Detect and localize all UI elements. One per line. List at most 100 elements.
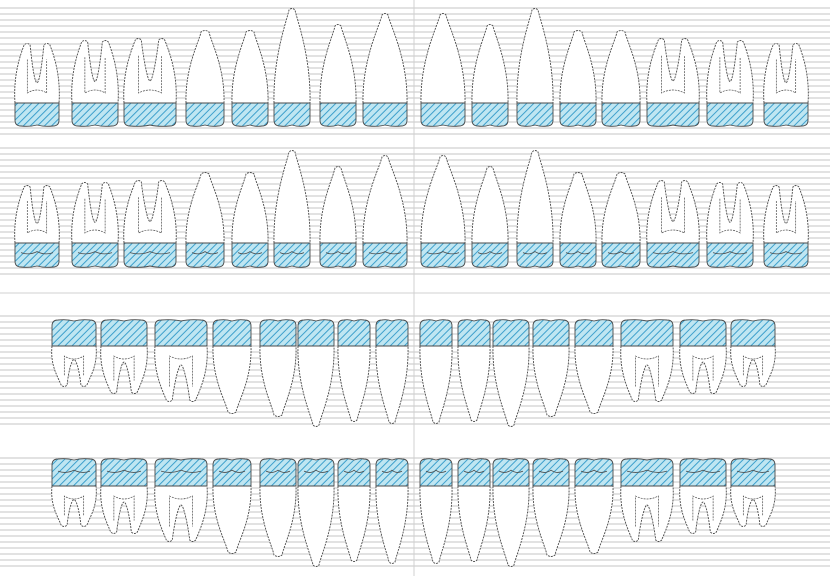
- occlusal-groove: [769, 251, 803, 255]
- tooth-crown: [516, 102, 554, 127]
- tooth-root: [71, 40, 119, 104]
- tooth-canine[interactable]: [516, 150, 554, 268]
- tooth-molar1[interactable]: [154, 458, 208, 542]
- tooth-premolar1[interactable]: [259, 458, 297, 557]
- tooth-root: [154, 345, 208, 402]
- tooth-root: [123, 38, 177, 104]
- tooth-molar3[interactable]: [763, 185, 809, 268]
- tooth-root: [532, 485, 570, 557]
- occlusal-groove: [607, 251, 635, 255]
- tooth-canine[interactable]: [492, 319, 530, 427]
- tooth-molar1[interactable]: [646, 38, 700, 127]
- occlusal-groove: [477, 251, 503, 255]
- tooth-incisor-lateral[interactable]: [471, 166, 509, 268]
- tooth-root: [420, 155, 466, 244]
- tooth-premolar2[interactable]: [185, 30, 225, 127]
- tooth-incisor-lateral[interactable]: [457, 458, 491, 562]
- tooth-incisor-central[interactable]: [420, 13, 466, 127]
- tooth-canine[interactable]: [516, 8, 554, 127]
- tooth-molar2[interactable]: [100, 458, 148, 534]
- tooth-incisor-central[interactable]: [419, 319, 453, 424]
- tooth-premolar1[interactable]: [231, 30, 269, 127]
- tooth-premolar1[interactable]: [231, 172, 269, 268]
- tooth-molar1[interactable]: [620, 458, 674, 542]
- tooth-root: [297, 485, 335, 567]
- tooth-canine[interactable]: [297, 458, 335, 567]
- tooth-molar3[interactable]: [730, 458, 776, 527]
- tooth-crown: [646, 242, 700, 268]
- tooth-molar3[interactable]: [14, 185, 60, 268]
- tooth-pulp: [692, 495, 714, 521]
- tooth-premolar2[interactable]: [601, 172, 641, 268]
- tooth-molar2[interactable]: [100, 319, 148, 394]
- tooth-canine[interactable]: [273, 150, 311, 268]
- tooth-crown: [419, 319, 453, 347]
- tooth-molar1[interactable]: [154, 319, 208, 402]
- tooth-crown: [532, 458, 570, 487]
- tooth-root: [212, 345, 252, 414]
- tooth-root: [185, 172, 225, 244]
- tooth-premolar2[interactable]: [574, 458, 614, 554]
- tooth-incisor-central[interactable]: [362, 13, 408, 127]
- tooth-root: [763, 185, 809, 244]
- tooth-row-upper-buccal: [14, 8, 809, 127]
- tooth-incisor-lateral[interactable]: [337, 458, 371, 562]
- tooth-molar3[interactable]: [51, 319, 97, 387]
- tooth-molar2[interactable]: [71, 40, 119, 127]
- tooth-incisor-lateral[interactable]: [471, 24, 509, 127]
- tooth-molar3[interactable]: [14, 43, 60, 127]
- tooth-canine[interactable]: [273, 8, 311, 127]
- tooth-premolar1[interactable]: [259, 319, 297, 417]
- tooth-root: [362, 155, 408, 244]
- tooth-incisor-central[interactable]: [420, 155, 466, 268]
- tooth-molar3[interactable]: [763, 43, 809, 127]
- tooth-premolar2[interactable]: [601, 30, 641, 127]
- tooth-crown: [273, 102, 311, 127]
- occlusal-groove: [303, 469, 329, 473]
- tooth-incisor-central[interactable]: [362, 155, 408, 268]
- tooth-root: [14, 43, 60, 104]
- tooth-root: [231, 30, 269, 104]
- tooth-premolar2[interactable]: [574, 319, 614, 414]
- tooth-incisor-lateral[interactable]: [319, 166, 357, 268]
- tooth-premolar1[interactable]: [559, 30, 597, 127]
- tooth-molar3[interactable]: [730, 319, 776, 387]
- tooth-root: [706, 40, 754, 104]
- tooth-root: [212, 485, 252, 554]
- tooth-premolar1[interactable]: [532, 458, 570, 557]
- tooth-molar1[interactable]: [123, 180, 177, 268]
- tooth-root: [532, 345, 570, 417]
- tooth-molar1[interactable]: [646, 180, 700, 268]
- tooth-row-lower-buccal: [51, 458, 776, 567]
- tooth-incisor-central[interactable]: [419, 458, 453, 564]
- tooth-crown: [319, 102, 357, 127]
- tooth-molar1[interactable]: [620, 319, 674, 402]
- tooth-molar2[interactable]: [71, 182, 119, 268]
- tooth-canine[interactable]: [492, 458, 530, 567]
- tooth-molar2[interactable]: [706, 40, 754, 127]
- tooth-incisor-central[interactable]: [375, 319, 409, 424]
- tooth-crown: [231, 242, 269, 268]
- tooth-pulp: [775, 201, 797, 234]
- tooth-incisor-lateral[interactable]: [337, 319, 371, 422]
- tooth-crown: [492, 458, 530, 487]
- tooth-incisor-lateral[interactable]: [457, 319, 491, 422]
- tooth-incisor-lateral[interactable]: [319, 24, 357, 127]
- tooth-molar1[interactable]: [123, 38, 177, 127]
- tooth-premolar2[interactable]: [185, 172, 225, 268]
- tooth-root: [763, 43, 809, 104]
- tooth-root: [51, 345, 97, 387]
- tooth-premolar1[interactable]: [532, 319, 570, 417]
- tooth-premolar2[interactable]: [212, 319, 252, 414]
- tooth-root: [259, 345, 297, 417]
- tooth-crown: [559, 242, 597, 268]
- tooth-molar3[interactable]: [51, 458, 97, 527]
- tooth-molar2[interactable]: [679, 319, 727, 394]
- tooth-molar2[interactable]: [679, 458, 727, 534]
- occlusal-groove: [712, 251, 748, 255]
- tooth-molar2[interactable]: [706, 182, 754, 268]
- tooth-canine[interactable]: [297, 319, 335, 427]
- tooth-premolar2[interactable]: [212, 458, 252, 554]
- tooth-premolar1[interactable]: [559, 172, 597, 268]
- tooth-incisor-central[interactable]: [375, 458, 409, 564]
